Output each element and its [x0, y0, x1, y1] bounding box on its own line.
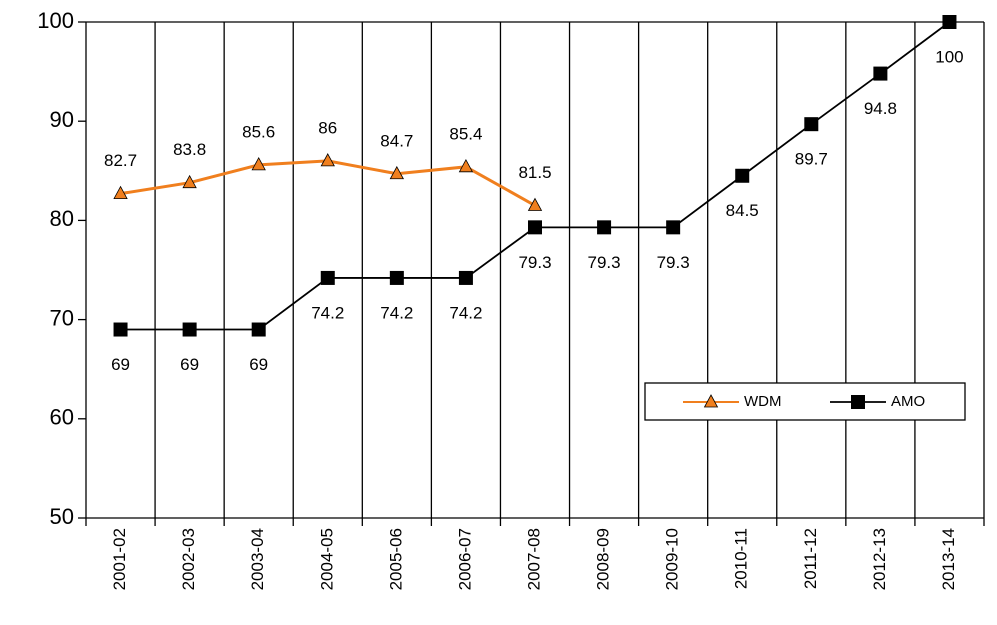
data-label: 69: [249, 355, 268, 374]
y-tick-label: 90: [50, 107, 74, 132]
legend-label: WDM: [744, 393, 782, 410]
marker: [597, 220, 612, 235]
data-label: 86: [318, 118, 337, 137]
marker: [320, 270, 335, 285]
marker: [851, 395, 865, 409]
marker: [389, 165, 405, 180]
x-tick-label: 2007-08: [524, 528, 543, 590]
marker: [113, 322, 128, 337]
x-tick-label: 2005-06: [386, 528, 405, 590]
y-tick-label: 70: [50, 305, 74, 330]
data-label: 89.7: [795, 150, 828, 169]
marker: [666, 220, 681, 235]
data-label: 85.6: [242, 122, 275, 141]
x-tick-label: 2013-14: [939, 528, 958, 590]
x-tick-label: 2002-03: [179, 528, 198, 590]
x-tick-label: 2001-02: [110, 528, 129, 590]
data-label: 74.2: [311, 303, 344, 322]
marker: [251, 322, 266, 337]
marker: [113, 185, 128, 200]
y-tick-label: 80: [50, 206, 74, 231]
data-label: 94.8: [864, 99, 897, 118]
x-tick-label: 2011-12: [801, 528, 820, 589]
data-label: 74.2: [449, 303, 482, 322]
data-label: 83.8: [173, 140, 206, 159]
y-tick-label: 50: [50, 504, 74, 529]
marker: [873, 66, 888, 81]
marker: [527, 197, 543, 211]
x-tick-label: 2009-10: [663, 528, 682, 590]
data-label: 69: [180, 355, 199, 374]
marker: [703, 394, 719, 408]
marker: [182, 322, 197, 337]
x-tick-label: 2008-09: [594, 528, 613, 590]
legend-label: AMO: [891, 393, 925, 410]
data-label: 100: [935, 47, 963, 66]
x-tick-label: 2004-05: [317, 528, 336, 590]
marker: [804, 117, 819, 132]
data-label: 84.7: [380, 131, 413, 150]
data-label: 84.5: [726, 201, 759, 220]
marker: [942, 15, 957, 29]
y-tick-label: 60: [50, 405, 74, 430]
data-label: 79.3: [657, 253, 690, 272]
data-label: 85.4: [449, 124, 482, 143]
marker: [458, 158, 474, 173]
x-tick-label: 2003-04: [248, 528, 267, 590]
marker: [458, 270, 473, 285]
data-label: 79.3: [588, 253, 621, 272]
x-tick-label: 2010-11: [732, 528, 751, 589]
x-tick-label: 2012-13: [870, 528, 889, 590]
marker: [735, 168, 750, 183]
marker: [528, 220, 542, 235]
data-label: 81.5: [518, 163, 551, 182]
marker: [320, 153, 335, 167]
legend: WDM AMO: [644, 382, 966, 421]
marker: [182, 174, 197, 189]
data-label: 79.3: [518, 253, 551, 272]
marker: [389, 270, 404, 285]
marker: [251, 157, 266, 171]
y-tick-label: 100: [37, 8, 74, 33]
data-label: 82.7: [104, 151, 137, 170]
data-label: 69: [111, 355, 130, 374]
data-label: 74.2: [380, 303, 413, 322]
series-line: [120, 159, 536, 207]
x-tick-label: 2006-07: [455, 528, 474, 590]
